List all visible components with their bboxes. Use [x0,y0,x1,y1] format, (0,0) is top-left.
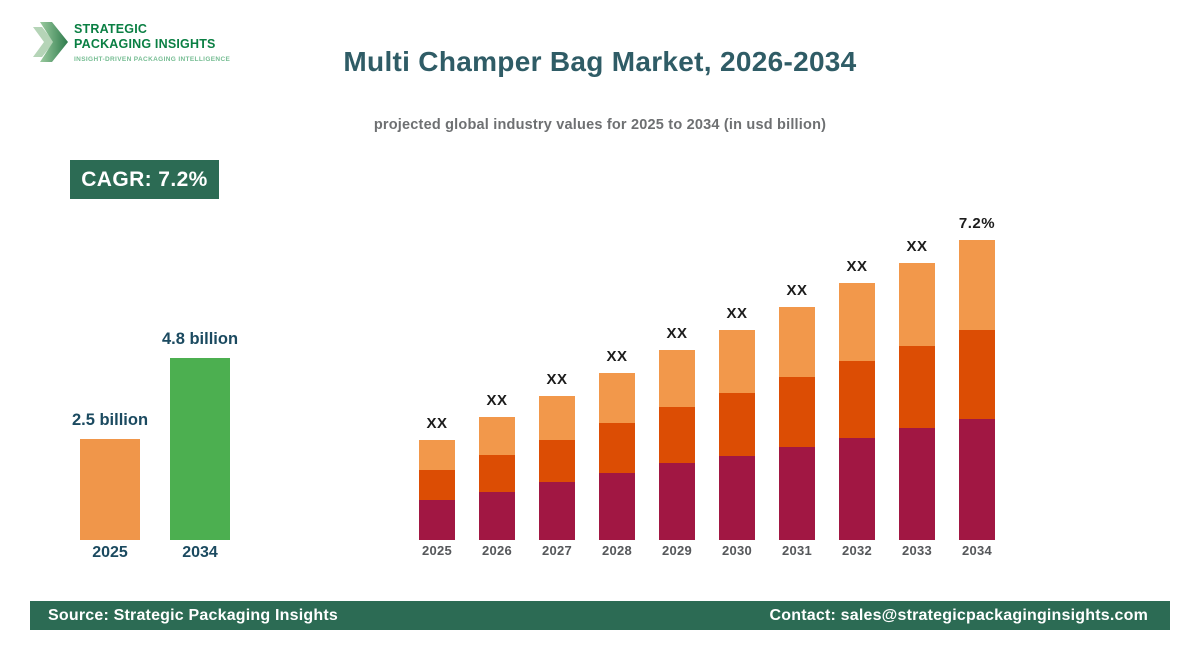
bar-top-label: XX [906,238,928,255]
cagr-badge: CAGR: 7.2% [70,160,219,199]
stacked-bar-segment-middle [839,361,875,438]
bar-top-label: XX [486,392,508,409]
logo-chevron-icon [33,22,68,62]
brand-name: STRATEGIC PACKAGING INSIGHTS INSIGHT-DRI… [74,22,230,63]
stacked-bar-segment-top [779,307,815,377]
axis-year-label: 2025 [421,543,453,558]
stacked-bar-segment-bottom [899,428,935,540]
stacked-bar-segment-middle [479,455,515,492]
stacked-bar-column: XX 2026 [467,200,527,562]
stacked-bar-segment-top [839,283,875,361]
stacked-bar-column: XX 2031 [767,200,827,562]
bar-top-label: 7.2% [958,215,996,232]
stacked-bar-segment-bottom [719,456,755,540]
summary-year-label: 2025 [92,544,128,561]
axis-year-label: 2029 [661,543,693,558]
stacked-bar-segment-bottom [659,463,695,540]
summary-value-label: 4.8 billion [161,330,239,348]
bar-top-label: XX [726,305,748,322]
stacked-bar-segment-bottom [839,438,875,540]
stacked-bar-column: XX 2029 [647,200,707,562]
bar-top-label: XX [666,325,688,342]
stacked-bar-column: 7.2% 2034 [947,200,1007,562]
axis-year-label: 2032 [841,543,873,558]
stacked-bar-column: XX 2027 [527,200,587,562]
stacked-bar-segment-top [659,350,695,407]
summary-value-label: 2.5 billion [71,411,149,429]
bar-top-label: XX [846,258,868,275]
footer-contact: Contact: sales@strategicpackaginginsight… [769,606,1148,624]
stacked-bar-segment-top [419,440,455,470]
summary-bar-column: 2.5 billion 2025 [72,320,148,562]
stacked-bar-segment-middle [719,393,755,456]
brand-logo: STRATEGIC PACKAGING INSIGHTS INSIGHT-DRI… [33,22,230,63]
stacked-bar-column: XX 2025 [407,200,467,562]
page-subtitle: projected global industry values for 202… [373,117,827,133]
summary-bar [170,358,230,540]
stacked-bar-segment-top [599,373,635,423]
axis-year-label: 2031 [781,543,813,558]
stacked-bar-segment-bottom [959,419,995,540]
stacked-bar-column: XX 2033 [887,200,947,562]
summary-year-label: 2034 [182,544,218,561]
bar-top-label: XX [786,282,808,299]
axis-year-label: 2028 [601,543,633,558]
axis-year-label: 2034 [961,543,993,558]
stacked-bar-segment-bottom [779,447,815,540]
axis-year-label: 2033 [901,543,933,558]
brand-name-line2: PACKAGING INSIGHTS [74,36,216,51]
stacked-bar-segment-top [719,330,755,393]
stacked-bar-segment-bottom [539,482,575,540]
stacked-bar-segment-bottom [599,473,635,540]
stacked-bar-segment-middle [779,377,815,447]
stacked-bar-segment-bottom [479,492,515,540]
axis-year-label: 2027 [541,543,573,558]
footer-bar: Source: Strategic Packaging Insights Con… [30,601,1170,630]
page-title: Multi Champer Bag Market, 2026-2034 [343,46,857,77]
stacked-bar-segment-top [479,417,515,455]
summary-chart: 2.5 billion 2025 4.8 billion 2034 [50,320,290,562]
bar-top-label: XX [546,371,568,388]
stacked-bar-segment-middle [599,423,635,473]
stacked-bar-segment-middle [539,440,575,482]
summary-bar-column: 4.8 billion 2034 [162,320,238,562]
bar-top-label: XX [426,415,448,432]
summary-bar [80,439,140,540]
stacked-bar-segment-bottom [419,500,455,540]
stacked-bar-segment-middle [659,407,695,463]
stacked-bar-segment-top [899,263,935,346]
stacked-bar-segment-top [959,240,995,330]
stacked-bar-column: XX 2028 [587,200,647,562]
axis-year-label: 2030 [721,543,753,558]
brand-name-line1: STRATEGIC [74,22,148,36]
stacked-bar-segment-middle [959,330,995,419]
stacked-bar-segment-middle [899,346,935,428]
footer-source: Source: Strategic Packaging Insights [48,606,338,624]
projection-chart: XX 2025 XX 2026 XX 2027 XX 2028 XX 2029 XX 2030 XX 20… [407,200,1007,562]
stacked-bar-segment-middle [419,470,455,500]
stacked-bar-column: XX 2032 [827,200,887,562]
stacked-bar-column: XX 2030 [707,200,767,562]
stacked-bar-segment-top [539,396,575,440]
axis-year-label: 2026 [481,543,513,558]
bar-top-label: XX [606,348,628,365]
brand-tagline: INSIGHT-DRIVEN PACKAGING INTELLIGENCE [74,56,231,63]
